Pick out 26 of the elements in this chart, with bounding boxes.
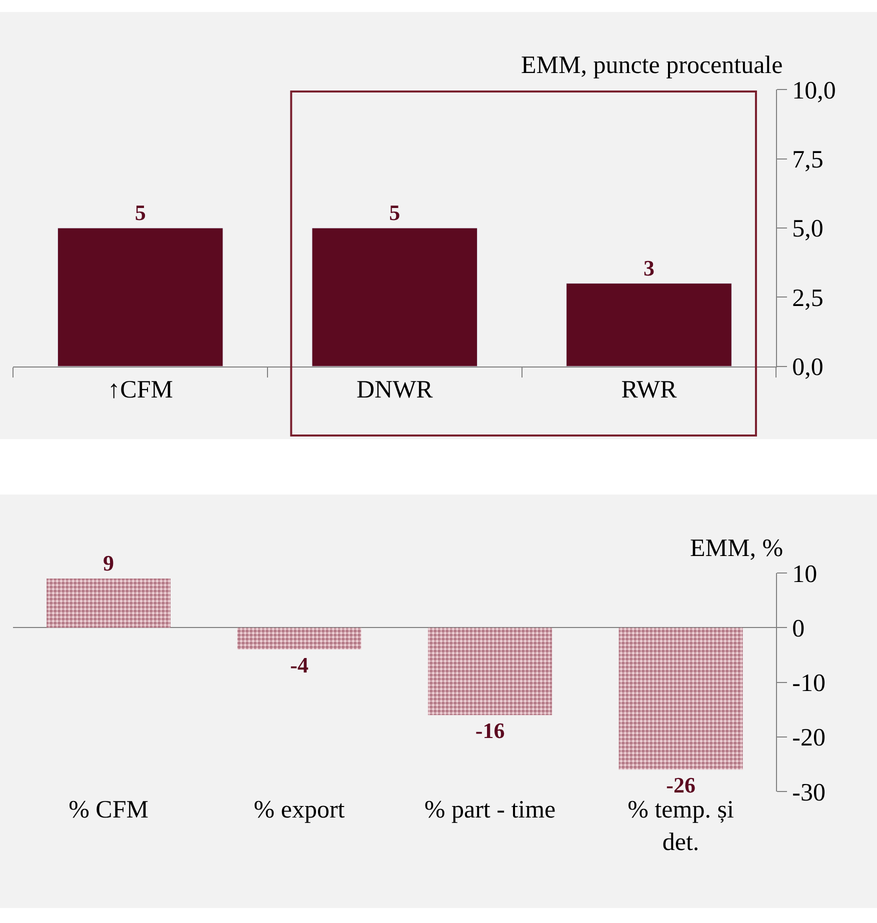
- x-tick-label: % CFM: [68, 796, 148, 824]
- y-tick-label: 5,0: [792, 216, 824, 243]
- y-tick-label: 10: [792, 560, 818, 588]
- x-tick-label: DNWR: [356, 376, 434, 404]
- data-label: 5: [389, 200, 400, 225]
- x-tick-label: RWR: [621, 376, 678, 404]
- y-tick-label: 0: [792, 615, 805, 642]
- y-tick-label: -20: [792, 724, 826, 752]
- data-label: 9: [103, 550, 114, 576]
- data-label: -16: [475, 718, 505, 744]
- y-axis-title: EMM, puncte procentuale: [521, 52, 783, 79]
- x-tick-label: % export: [254, 796, 345, 824]
- y-tick-label: -10: [792, 670, 826, 698]
- y-tick-label: 10,0: [792, 77, 836, 104]
- y-tick-label: 2,5: [792, 284, 824, 312]
- y-tick-label: 0,0: [792, 354, 824, 382]
- y-tick-label: 7,5: [792, 146, 824, 174]
- x-tick-label: % part - time: [424, 796, 556, 824]
- data-label: -4: [290, 652, 308, 678]
- y-tick-label: -30: [792, 779, 826, 806]
- y-axis-title: EMM, %: [690, 535, 784, 562]
- x-tick-label: % temp. și det.: [628, 796, 734, 856]
- x-tick-label: ↑CFM: [108, 376, 173, 404]
- data-label: -26: [666, 772, 696, 798]
- data-label: 3: [643, 255, 654, 280]
- data-label: 5: [134, 200, 146, 225]
